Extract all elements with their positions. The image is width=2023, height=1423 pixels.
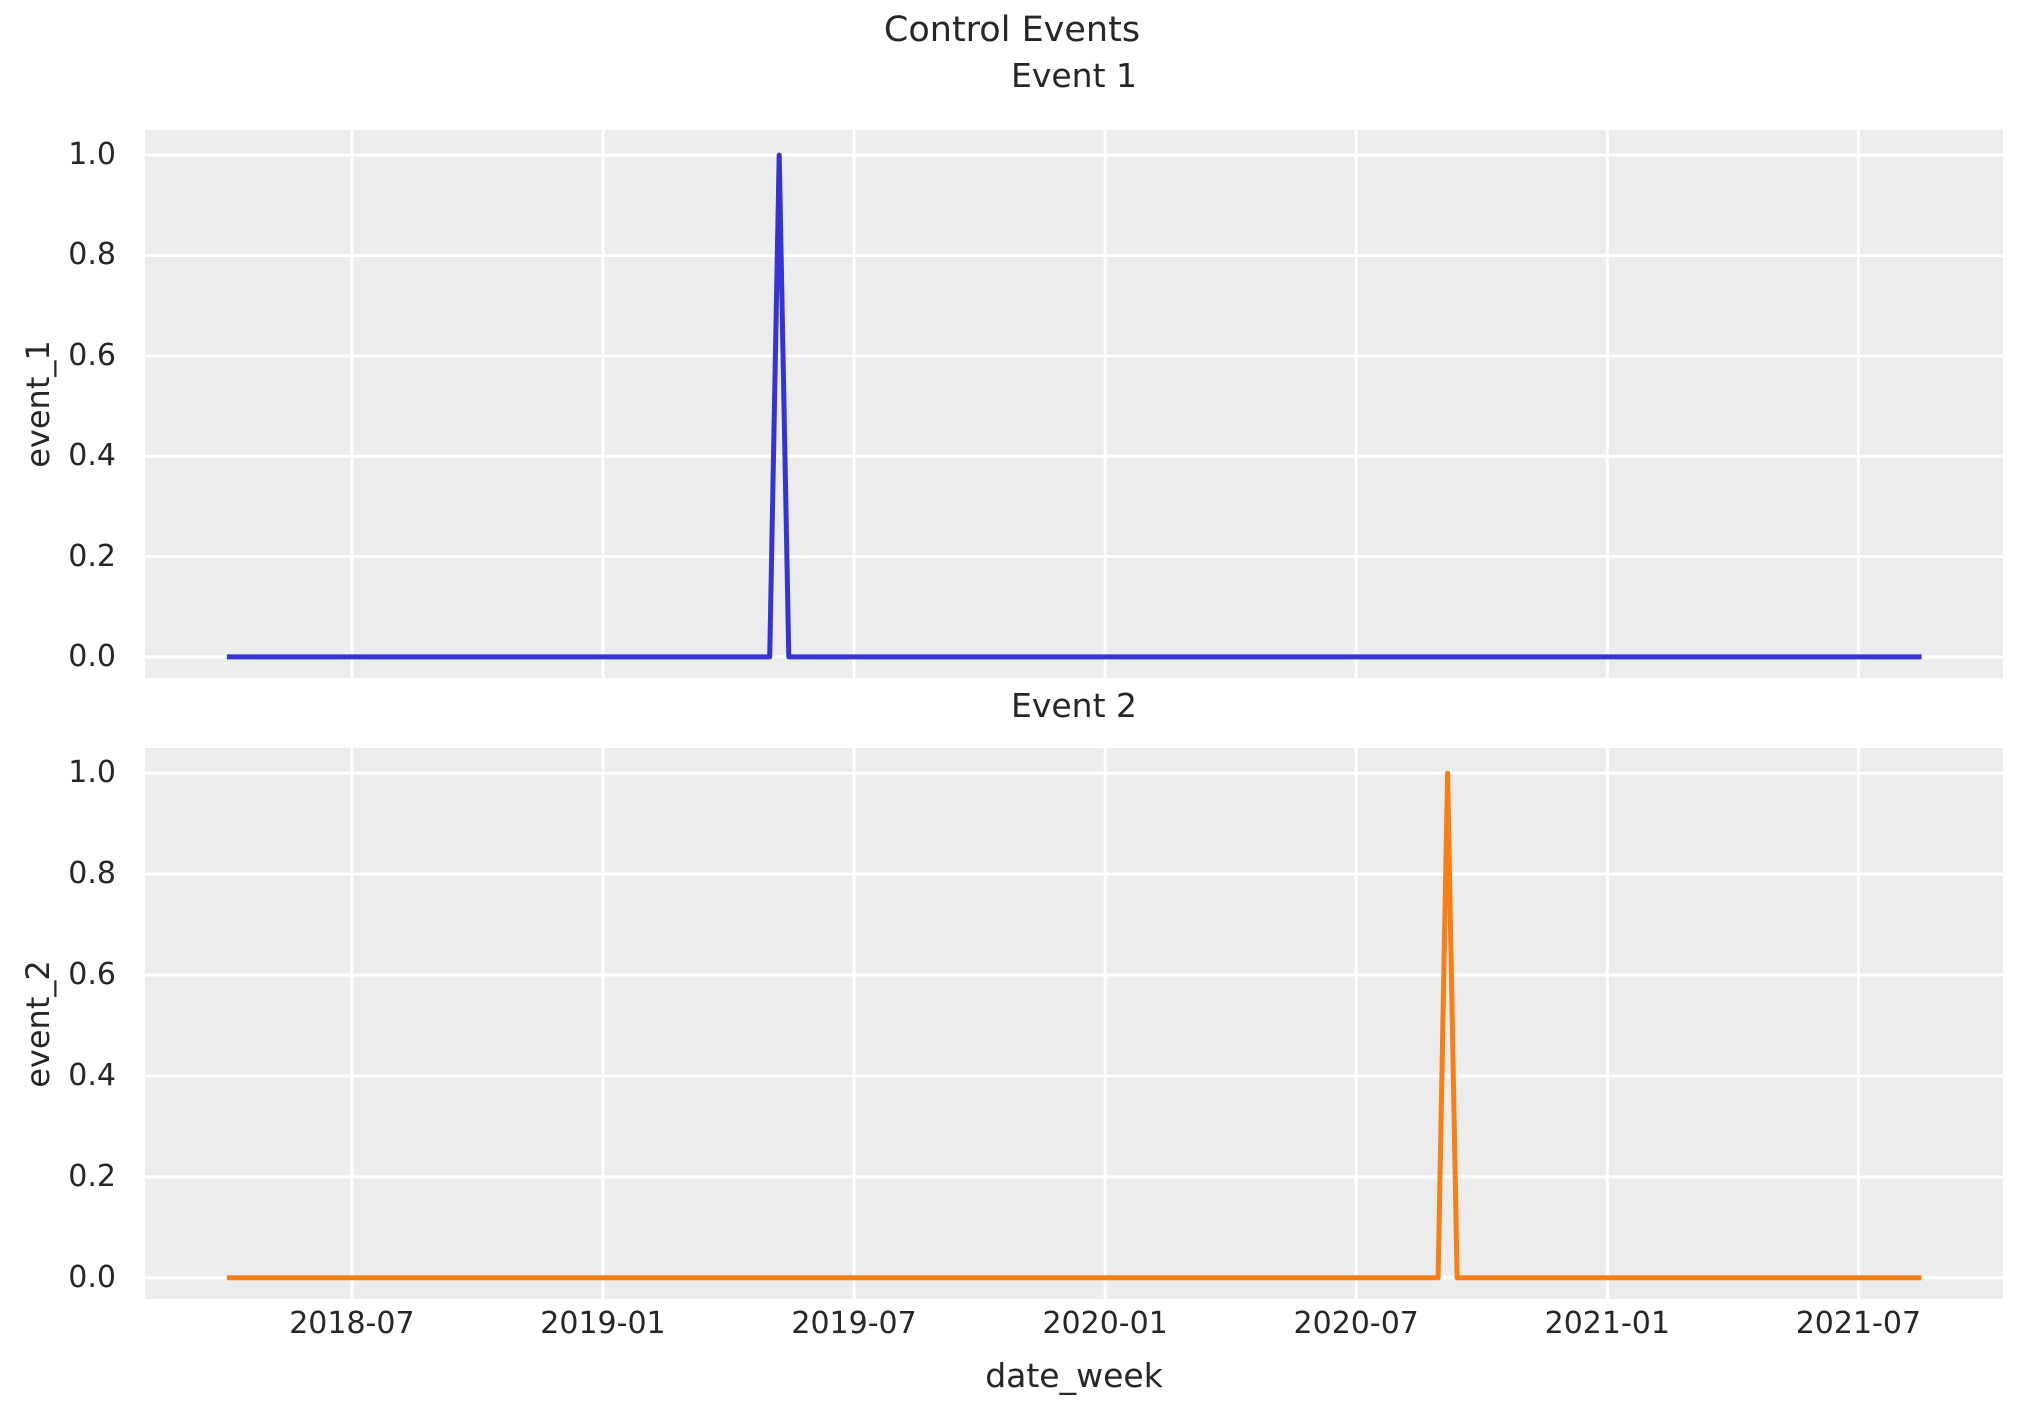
y-tick-label: 0.8 <box>68 856 116 892</box>
plot-area-event-1 <box>145 130 2003 678</box>
y-tick-label: 1.0 <box>68 755 116 791</box>
x-axis-label: date_week <box>985 1356 1163 1395</box>
x-tick-label: 2019-01 <box>540 1306 666 1341</box>
x-tick-label: 2021-07 <box>1795 1306 1922 1341</box>
y-tick-label: 0.8 <box>68 237 116 273</box>
event-1-line-chart <box>145 130 2003 678</box>
y-tick-label: 0.4 <box>68 438 116 474</box>
y-tick-label: 1.0 <box>68 137 116 173</box>
x-tick-label: 2021-01 <box>1544 1306 1670 1341</box>
y-tick-labels-event-1: 1.0 0.8 0.6 0.4 0.2 0.0 <box>0 130 131 678</box>
event-2-line-chart <box>145 748 2003 1299</box>
y-tick-label: 0.2 <box>68 538 116 574</box>
plot-area-event-2 <box>145 748 2003 1299</box>
x-tick-labels: 2018-07 2019-01 2019-07 2020-01 2020-07 2021-… <box>145 1306 2003 1350</box>
y-tick-label: 0.0 <box>68 1259 116 1295</box>
y-tick-label: 0.2 <box>68 1158 116 1194</box>
y-tick-labels-event-2: 1.0 0.8 0.6 0.4 0.2 0.0 <box>0 748 131 1299</box>
data-line-event_1 <box>226 152 1922 660</box>
x-tick-label: 2019-07 <box>791 1306 917 1341</box>
x-tick-label: 2020-01 <box>1042 1306 1168 1341</box>
y-tick-label: 0.6 <box>68 337 116 373</box>
x-tick-label: 2020-07 <box>1293 1306 1419 1341</box>
data-line-event_2 <box>226 770 1922 1281</box>
y-tick-label: 0.6 <box>68 957 116 993</box>
y-tick-label: 0.0 <box>68 638 116 674</box>
subplot-title-event-1: Event 1 <box>1010 56 1138 95</box>
x-tick-label: 2018-07 <box>289 1306 415 1341</box>
y-tick-label: 0.4 <box>68 1057 116 1093</box>
figure-title: Control Events <box>883 10 1141 50</box>
subplot-title-event-2: Event 2 <box>1010 686 1138 725</box>
